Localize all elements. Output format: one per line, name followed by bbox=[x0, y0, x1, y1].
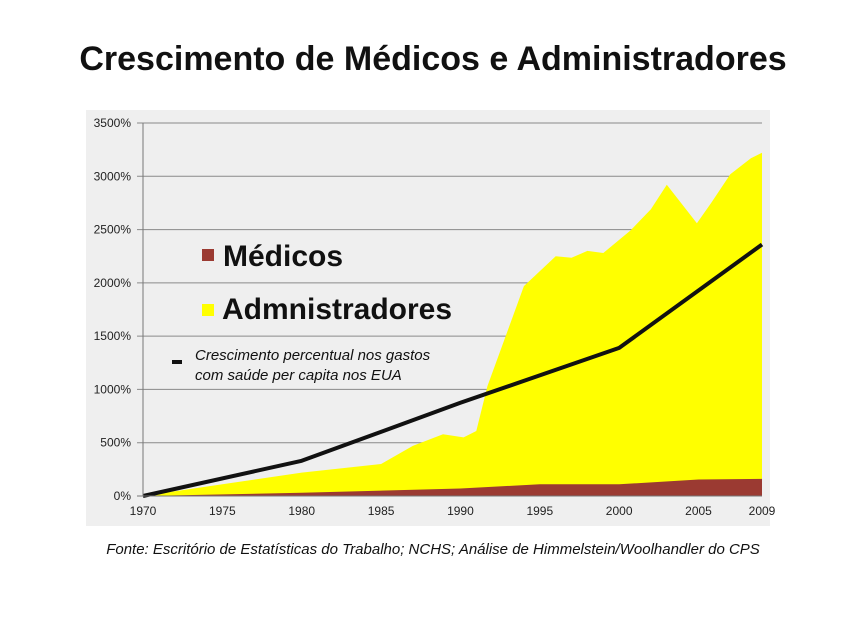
y-tick-label: 2000% bbox=[94, 276, 132, 290]
area-administradores bbox=[143, 152, 762, 497]
legend-label-administradores: Admnistradores bbox=[222, 293, 452, 326]
y-tick-label: 1000% bbox=[94, 382, 132, 396]
chart-title: Crescimento de Médicos e Administradores bbox=[79, 40, 787, 78]
x-tick-label: 1985 bbox=[368, 504, 395, 518]
legend: Médicos Admnistradores Crescimento perce… bbox=[172, 240, 452, 384]
area-medicos bbox=[143, 478, 762, 496]
x-tick-label: 2000 bbox=[606, 504, 633, 518]
y-tick-label: 0% bbox=[114, 489, 132, 503]
y-tick-label: 1500% bbox=[94, 329, 132, 343]
x-tick-label: 2009 bbox=[749, 504, 776, 518]
x-tick-label: 1990 bbox=[447, 504, 474, 518]
y-tick-label: 3500% bbox=[94, 116, 132, 130]
legend-swatch-medicos bbox=[202, 249, 214, 261]
x-tick-label: 1980 bbox=[288, 504, 315, 518]
y-tick-label: 3000% bbox=[94, 169, 132, 183]
x-tick-label: 2005 bbox=[685, 504, 712, 518]
x-tick-label: 1970 bbox=[130, 504, 157, 518]
legend-label-medicos: Médicos bbox=[223, 240, 343, 273]
y-tick-label: 500% bbox=[100, 436, 131, 450]
source-note: Fonte: Escritório de Estatísticas do Tra… bbox=[106, 541, 760, 558]
legend-label-line-1: Crescimento percentual nos gastos bbox=[195, 347, 431, 364]
x-tick-label: 1975 bbox=[209, 504, 236, 518]
y-tick-label: 2500% bbox=[94, 223, 132, 237]
legend-label-line-2: com saúde per capita nos EUA bbox=[195, 367, 402, 384]
x-tick-label: 1995 bbox=[526, 504, 553, 518]
legend-swatch-line bbox=[172, 360, 182, 364]
legend-swatch-administradores bbox=[202, 304, 214, 316]
line-spending-growth bbox=[142, 242, 764, 498]
